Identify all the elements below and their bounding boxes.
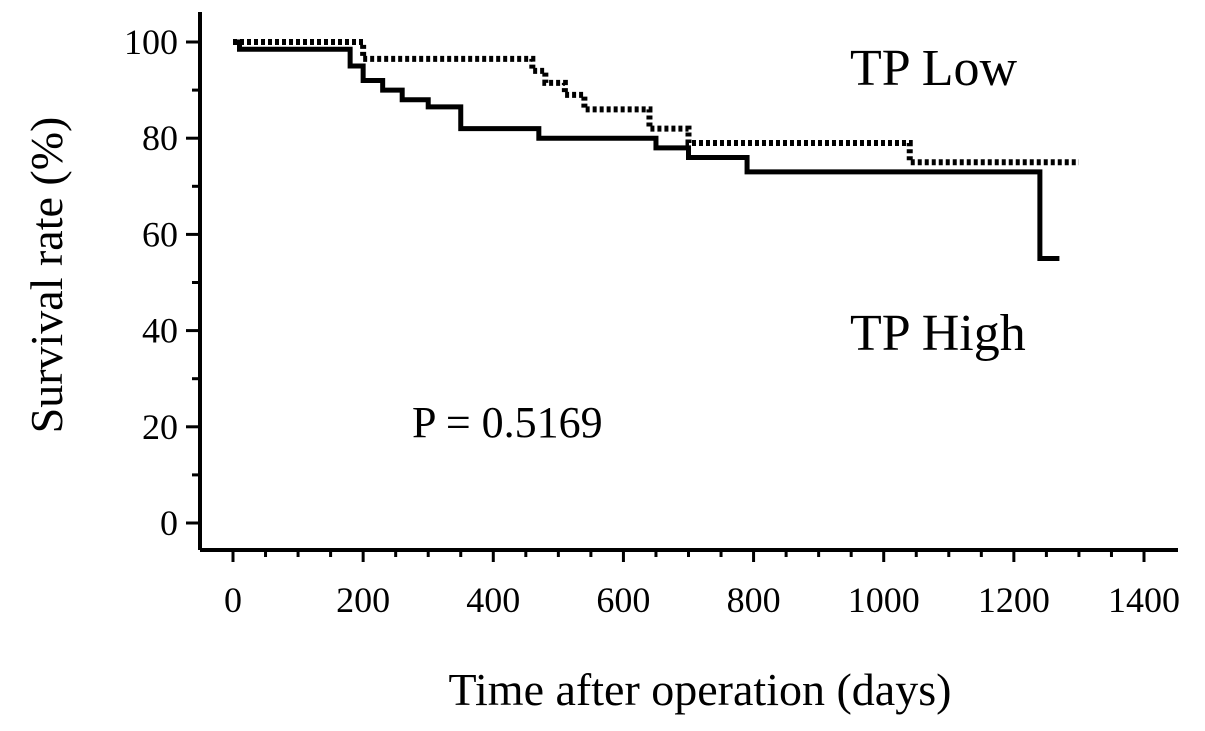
y-ticks: 0 20 40 60 80 100 xyxy=(124,22,200,543)
annotation-tp-low: TP Low xyxy=(850,40,1018,97)
series-line-tp-low xyxy=(233,39,1079,166)
y-tick-label: 20 xyxy=(142,407,178,447)
series-layer xyxy=(233,39,1079,261)
axes xyxy=(198,12,1178,552)
y-tick-label: 100 xyxy=(124,22,178,62)
y-tick-label: 60 xyxy=(142,214,178,254)
x-tick-label: 0 xyxy=(224,580,242,620)
x-tick-label: 1200 xyxy=(978,580,1050,620)
y-axis-label: Survival rate (%) xyxy=(21,117,72,434)
x-tick-label: 400 xyxy=(466,580,520,620)
y-tick-label: 0 xyxy=(160,503,178,543)
x-ticks: 0 200 400 600 800 1000 1200 1400 xyxy=(224,550,1180,620)
annotation-p-value: P = 0.5169 xyxy=(412,398,603,447)
x-tick-label: 800 xyxy=(727,580,781,620)
x-tick-label: 1000 xyxy=(848,580,920,620)
y-tick-label: 80 xyxy=(142,118,178,158)
x-tick-label: 1400 xyxy=(1108,580,1180,620)
x-tick-label: 600 xyxy=(596,580,650,620)
x-axis-label: Time after operation (days) xyxy=(449,664,952,715)
y-tick-label: 40 xyxy=(142,311,178,351)
x-tick-label: 200 xyxy=(336,580,390,620)
series-line-tp-high xyxy=(233,39,1060,261)
annotation-tp-high: TP High xyxy=(850,305,1026,362)
